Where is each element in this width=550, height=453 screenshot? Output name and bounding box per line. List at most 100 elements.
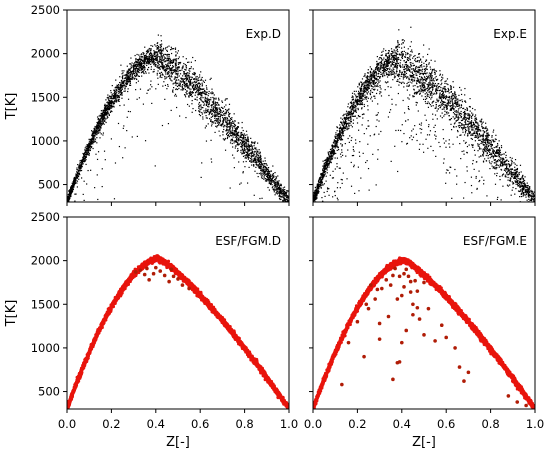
scatter-point <box>434 82 436 85</box>
scatter-point <box>514 180 516 182</box>
scatter-point <box>163 56 165 58</box>
scatter-point <box>167 63 169 65</box>
scatter-point <box>140 59 142 61</box>
scatter-point <box>247 157 250 159</box>
scatter-point <box>99 132 101 134</box>
scatter-point <box>277 181 279 183</box>
scatter-point <box>265 170 267 172</box>
scatter-point <box>136 65 139 67</box>
scatter-point <box>152 58 154 60</box>
scatter-point <box>280 193 283 195</box>
scatter-point <box>140 62 142 64</box>
scatter-point <box>266 167 268 169</box>
scatter-point <box>320 187 322 189</box>
scatter-point <box>238 131 240 133</box>
scatter-point <box>234 131 237 133</box>
scatter-point <box>408 84 410 86</box>
scatter-point <box>234 136 236 138</box>
scatter-point <box>183 84 185 86</box>
scatter-point <box>322 200 324 202</box>
scatter-point <box>197 94 199 96</box>
scatter-point <box>349 116 351 119</box>
scatter-point <box>251 141 253 143</box>
scatter-point <box>243 143 246 145</box>
scatter-point <box>484 146 486 148</box>
scatter-point <box>87 169 89 172</box>
scatter-point <box>410 78 412 81</box>
scatter-point <box>139 88 142 90</box>
scatter-point <box>149 50 152 52</box>
scatter-point <box>226 132 229 134</box>
scatter-point <box>190 94 192 96</box>
scatter-point <box>282 199 284 201</box>
scatter-point <box>463 124 465 126</box>
scatter-point <box>379 86 381 88</box>
scatter-point <box>339 135 341 137</box>
scatter-point <box>334 157 336 159</box>
scatter-point <box>190 93 192 96</box>
scatter-point <box>122 86 124 88</box>
scatter-point <box>227 111 230 113</box>
scatter-point <box>156 61 158 63</box>
scatter-point <box>518 172 520 174</box>
scatter-point <box>384 74 386 77</box>
scatter-point <box>122 81 124 83</box>
scatter-point <box>206 102 209 104</box>
scatter-point <box>186 84 188 87</box>
scatter-point <box>477 137 479 139</box>
scatter-point <box>431 75 433 77</box>
scatter-point <box>271 180 273 182</box>
scatter-point <box>421 64 423 66</box>
scatter-point <box>218 111 220 113</box>
scatter-point <box>415 72 417 74</box>
scatter-point <box>522 178 525 180</box>
scatter-point <box>262 169 264 171</box>
scatter-point <box>284 192 287 194</box>
scatter-point <box>372 80 374 82</box>
scatter-point <box>276 192 278 194</box>
scatter-point <box>244 145 246 147</box>
scatter-point <box>318 181 320 184</box>
scatter-point <box>174 62 176 64</box>
scatter-point <box>185 116 187 119</box>
scatter-point <box>243 149 245 152</box>
scatter-point <box>456 103 458 106</box>
scatter-point <box>124 87 126 90</box>
scatter-point <box>519 190 521 192</box>
scatter-point <box>209 98 211 101</box>
scatter-point <box>102 118 104 120</box>
scatter-point <box>427 84 430 86</box>
scatter-point <box>110 138 112 140</box>
scatter-point <box>95 127 98 130</box>
scatter-point <box>326 190 328 193</box>
scatter-point <box>244 139 246 141</box>
scatter-point <box>142 64 145 67</box>
scatter-point <box>205 91 207 93</box>
scatter-point <box>362 92 365 94</box>
scatter-point <box>105 110 107 112</box>
scatter-point <box>76 176 79 178</box>
scatter-point <box>130 66 132 68</box>
scatter-point <box>170 109 172 112</box>
scatter-point <box>175 55 177 57</box>
scatter-point <box>210 125 213 127</box>
scatter-point <box>409 70 411 72</box>
scatter-point <box>209 112 211 114</box>
scatter-point <box>86 144 88 146</box>
scatter-point <box>449 119 451 121</box>
scatter-point <box>122 84 124 87</box>
scatter-point <box>244 149 246 151</box>
scatter-point <box>96 126 99 128</box>
scatter-point <box>390 160 392 162</box>
scatter-point <box>211 110 214 112</box>
scatter-point <box>225 121 227 124</box>
scatter-point <box>171 61 174 63</box>
scatter-point <box>234 132 236 134</box>
scatter-point <box>96 133 98 135</box>
scatter-point <box>149 61 151 63</box>
scatter-point <box>277 175 279 177</box>
scatter-point <box>208 102 210 104</box>
scatter-point <box>205 104 208 106</box>
scatter-point <box>194 78 196 80</box>
scatter-point <box>355 108 357 110</box>
